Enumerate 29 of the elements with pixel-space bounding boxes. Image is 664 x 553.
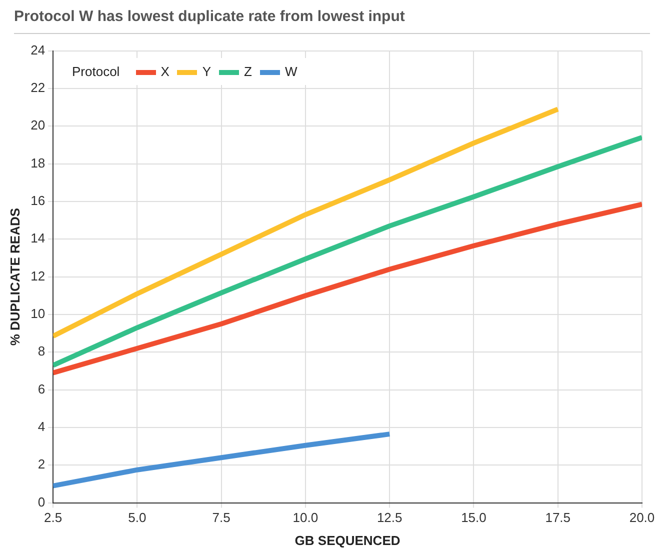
y-tick-label: 20 xyxy=(30,118,46,133)
y-tick-label: 22 xyxy=(30,80,46,96)
legend-label: Y xyxy=(202,64,212,79)
x-tick-label: 17.5 xyxy=(545,510,571,526)
x-tick-label: 15.0 xyxy=(461,510,486,526)
x-tick-label: 10.0 xyxy=(292,510,318,526)
y-axis-title: % DUPLICATE READS xyxy=(7,208,22,346)
y-tick-label: 10 xyxy=(30,306,46,322)
x-tick-label: 12.5 xyxy=(376,510,402,526)
y-tick-label: 16 xyxy=(30,193,46,208)
legend-title: Protocol xyxy=(72,64,120,79)
x-tick-label: 20.0 xyxy=(629,510,655,526)
y-tick-label: 8 xyxy=(38,344,46,359)
x-axis-title: GB SEQUENCED xyxy=(294,532,400,548)
y-tick-label: 24 xyxy=(30,42,46,58)
x-tick-label: 2.5 xyxy=(44,510,62,526)
y-tick-label: 12 xyxy=(30,268,46,284)
x-tick-label: 7.5 xyxy=(212,510,230,526)
y-tick-label: 2 xyxy=(38,456,46,472)
chart-title: Protocol W has lowest duplicate rate from lowest input xyxy=(14,8,405,25)
y-tick-label: 18 xyxy=(30,155,46,170)
x-tick-label: 5.0 xyxy=(128,510,146,526)
legend-label: Z xyxy=(244,64,252,79)
legend-label: X xyxy=(160,64,170,79)
legend-label: W xyxy=(285,64,298,79)
y-tick-label: 14 xyxy=(30,230,46,246)
y-tick-label: 4 xyxy=(38,419,46,434)
y-tick-label: 6 xyxy=(38,381,46,396)
y-tick-label: 0 xyxy=(38,494,46,510)
